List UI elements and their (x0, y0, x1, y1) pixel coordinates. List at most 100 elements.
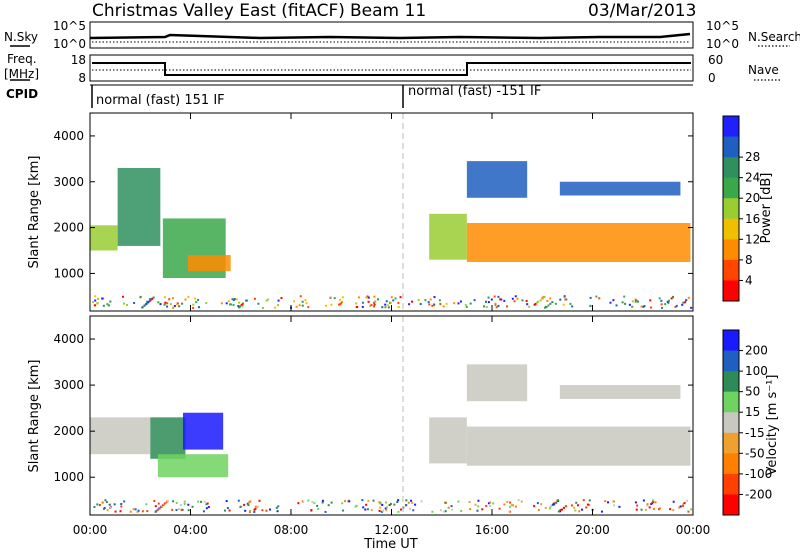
velocity-scatter-dot (509, 505, 512, 508)
velocity-scatter-dot (652, 499, 655, 502)
power-scatter-dot (685, 299, 688, 302)
power-scatter-dot (197, 298, 200, 301)
power-scatter-dot (417, 298, 420, 301)
power-scatter-dot (521, 299, 524, 302)
power-scatter-dot (598, 297, 601, 300)
power-scatter-dot (661, 306, 664, 309)
velocity-scatter-dot (355, 504, 358, 507)
power-scatter-dot (457, 302, 460, 305)
power-scatter-dot (133, 301, 136, 304)
power-scatter-dot (107, 304, 110, 307)
power-scatter-dot (370, 303, 373, 306)
power-scatter-dot (643, 304, 646, 307)
power-scatter-dot (304, 299, 307, 302)
velocity-scatter-dot (573, 506, 576, 509)
velocity-scatter-dot (669, 508, 672, 511)
velocity-scatter-dot (536, 502, 539, 505)
power-colorbar-swatch (723, 177, 739, 199)
velocity-scatter-dot (412, 509, 415, 512)
power-scatter-dot (464, 303, 467, 306)
freq-left-tick-bottom: 8 (78, 71, 86, 85)
velocity-scatter-dot (679, 505, 682, 508)
velocity-scatter-dot (557, 510, 560, 513)
power-echo-region (466, 223, 691, 262)
power-scatter-dot (511, 297, 514, 300)
power-scatter-dot (192, 306, 195, 309)
power-scatter-dot (164, 296, 167, 299)
power-scatter-dot (245, 299, 248, 302)
power-scatter-dot (487, 296, 490, 299)
velocity-scatter-dot (388, 504, 391, 507)
velocity-scatter-dot (254, 505, 257, 508)
power-scatter-dot (145, 302, 148, 305)
velocity-scatter-dot (635, 508, 638, 511)
power-scatter-dot (369, 305, 372, 308)
power-scatter-dot (169, 303, 172, 306)
xtick-label: 16:00 (475, 523, 510, 537)
power-scatter-dot (338, 303, 341, 306)
power-scatter-dot (299, 295, 302, 298)
velocity-scatter-dot (510, 504, 513, 507)
power-scatter-dot (624, 302, 627, 305)
power-panel-frame (89, 112, 694, 312)
power-scatter-dot (687, 296, 690, 299)
velocity-scatter-dot (444, 510, 447, 513)
nsky-label: N.Sky (4, 30, 38, 44)
power-scatter-dot (237, 305, 240, 308)
noise-panel-frame (89, 21, 694, 49)
power-scatter-dot (305, 302, 308, 305)
nsearch-label: N.Search (748, 30, 800, 44)
power-scatter-dot (546, 300, 549, 303)
velocity-scatter-dot (481, 508, 484, 511)
velocity-echo-region (466, 364, 528, 402)
freq-left-tick-top: 18 (71, 53, 86, 67)
power-scatter-dot (374, 300, 377, 303)
velocity-scatter-dot (372, 499, 375, 502)
noise-right-tick-bottom: 10^0 (706, 37, 739, 51)
power-scatter-dot (431, 304, 434, 307)
velocity-scatter-dot (485, 504, 488, 507)
velocity-scatter-dot (681, 504, 684, 507)
power-scatter-dot (690, 306, 693, 309)
velocity-scatter-dot (678, 506, 681, 509)
power-scatter-dot (483, 305, 486, 308)
velocity-scatter-dot (129, 510, 132, 513)
power-scatter-dot (367, 296, 370, 299)
power-scatter-dot (428, 303, 431, 306)
velocity-colorbar-tick-label: 50 (745, 385, 760, 399)
power-scatter-dot (205, 301, 208, 304)
nsky-trace (89, 32, 691, 40)
power-ylabel: Slant Range [km] (27, 156, 42, 269)
power-scatter-dot (631, 300, 634, 303)
power-scatter-dot (397, 302, 400, 305)
velocity-scatter-dot (253, 510, 256, 513)
velocity-scatter-dot (600, 510, 603, 513)
power-colorbar-label: Power [dB] (759, 173, 774, 244)
velocity-scatter-dot (104, 499, 107, 502)
velocity-scatter-dot (381, 503, 384, 506)
power-scatter-dot (394, 297, 397, 300)
velocity-scatter-dot (106, 509, 109, 512)
velocity-colorbar-tick-label: -200 (745, 487, 772, 501)
x-axis-label: Time UT (363, 537, 417, 552)
velocity-ytick-label: 4000 (53, 332, 84, 346)
velocity-scatter-dot (175, 501, 178, 504)
velocity-scatter-dot (431, 510, 434, 513)
power-scatter-dot (298, 304, 301, 307)
power-scatter-dot (367, 300, 370, 303)
power-scatter-dot (159, 303, 162, 306)
velocity-colorbar-ticks: 200 100 50 15 -15 -50 -100 -200 (739, 344, 772, 501)
velocity-scatter-dot (172, 500, 175, 503)
power-scatter-dot (220, 302, 223, 305)
velocity-scatter-dot (559, 510, 562, 513)
velocity-scatter-dot (537, 508, 540, 511)
velocity-scatter-dot (157, 508, 160, 511)
velocity-scatter-dot (450, 505, 453, 508)
power-scatter-dot (465, 305, 468, 308)
velocity-scatter-dot (564, 505, 567, 508)
power-scatter-dot (122, 302, 125, 305)
power-scatter-dot (671, 296, 674, 299)
velocity-scatter-dot (249, 509, 252, 512)
xtick-label: 12:00 (374, 523, 409, 537)
power-panel: 1000 2000 3000 4000 Slant Range [km] (27, 112, 694, 312)
